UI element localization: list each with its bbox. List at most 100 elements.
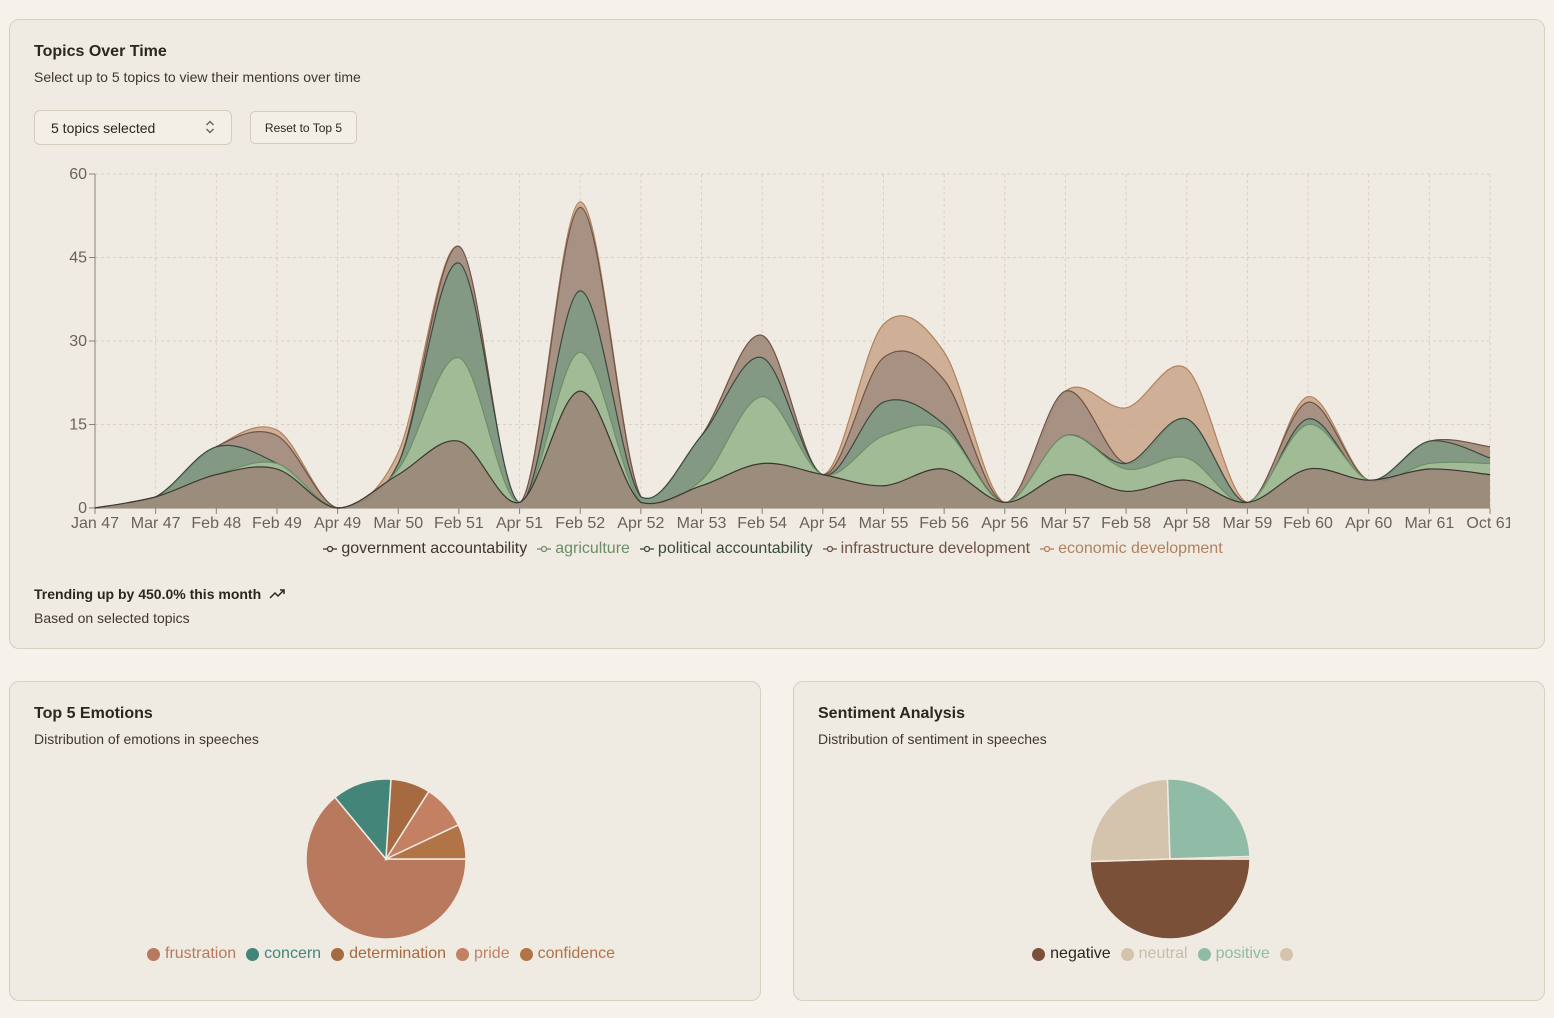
legend-label: economic development [1058,540,1223,557]
legend-label: agriculture [555,540,630,557]
legend-label: confidence [537,945,615,962]
legend-item-infrastructure-development: infrastructure development [822,540,1031,558]
chevron-up-down-icon [206,120,214,134]
legend-dot-icon [1032,947,1046,961]
x-tick-label: Feb 48 [191,515,241,532]
area-government-accountability [95,391,1490,508]
x-tick-label: Feb 52 [555,515,605,532]
card-subtitle: Distribution of emotions in speeches [34,731,259,747]
x-tick-label: Apr 60 [1345,515,1392,532]
emotions-legend: frustration concern determination pride conf… [10,945,762,963]
legend-label: concern [264,945,322,962]
legend-item-concern: concern [246,945,321,963]
legend-dot-icon [1120,947,1134,961]
legend-dot-icon [519,947,533,961]
x-tick-label: Mar 55 [859,515,909,532]
x-tick-label: Mar 47 [131,515,181,532]
sentiment-analysis-card: Sentiment Analysis Distribution of senti… [793,681,1545,1001]
legend-label: positive [1215,945,1270,962]
x-tick-label: Feb 60 [1283,515,1333,532]
emotions-pie-chart [305,778,467,940]
line-marker-icon [537,545,552,553]
pie-slice-unlabeled [1169,855,1251,860]
x-tick-label: Feb 51 [434,515,484,532]
pie-slice-positive [1166,778,1251,860]
x-tick-label: Jan 47 [71,515,119,532]
legend-label: pride [474,945,510,962]
legend-item-negative: negative [1032,945,1111,963]
trend-subtext: Based on selected topics [34,610,190,626]
legend-item-neutral: neutral [1120,945,1188,963]
legend-item-political-accountability: political accountability [639,540,813,558]
x-tick-label: Apr 51 [496,515,543,532]
legend-dot-icon [246,947,260,961]
line-marker-icon [1040,545,1055,553]
x-tick-label: Apr 58 [1163,515,1210,532]
x-tick-label: Mar 50 [373,515,423,532]
topics-area-chart: 0 15 30 45 60 Jan 47 Mar 47 Feb 48 Feb 49 Apr 49 M… [69,166,1510,532]
x-tick-label: Mar 61 [1404,515,1454,532]
line-marker-icon [639,545,654,553]
trend-text: Trending up by 450.0% this month [34,586,262,602]
x-tick-label: Feb 54 [737,515,787,532]
legend-label: infrastructure development [840,540,1031,557]
x-tick-label: Oct 61 [1466,515,1510,532]
legend-item-pride: pride [456,945,510,963]
legend-dot-icon [456,947,470,961]
card-subtitle: Select up to 5 topics to view their ment… [34,69,361,85]
x-tick-label: Apr 52 [617,515,664,532]
card-title: Sentiment Analysis [818,705,966,722]
line-government-accountability [94,390,1491,509]
legend-label: neutral [1138,945,1188,962]
legend-dot-icon [331,947,345,961]
legend-label: government accountability [341,540,528,557]
legend-item-agriculture: agriculture [537,540,630,558]
pie-slice-confidence [385,823,467,860]
legend-dot-icon [1279,947,1293,961]
pie-slice-frustration [305,796,467,940]
select-label: 5 topics selected [51,119,156,136]
x-tick-label: Feb 58 [1101,515,1151,532]
y-tick-label: 45 [69,250,87,267]
trending-up-icon [269,589,285,599]
x-tick-label: Mar 53 [677,515,727,532]
y-tick-label: 15 [69,417,87,434]
legend-label: political accountability [657,540,813,557]
legend-label: determination [349,945,447,962]
x-tick-label: Mar 57 [1041,515,1091,532]
legend-label: negative [1050,945,1111,962]
pie-slice-neutral [1089,778,1171,863]
sentiment-pie-chart [1089,778,1251,940]
legend-item-determination: determination [331,945,446,963]
topics-legend: government accountability agriculture poli… [10,540,1546,558]
y-tick-label: 30 [69,333,87,350]
sentiment-legend: negative neutral positive [794,945,1546,963]
x-tick-label: Apr 54 [799,515,846,532]
top-emotions-card: Top 5 Emotions Distribution of emotions … [9,681,761,1001]
pie-slice-negative [1089,858,1251,940]
line-marker-icon [323,545,338,553]
legend-dot-icon [1197,947,1211,961]
y-tick-label: 60 [69,166,87,183]
x-tick-label: Apr 56 [981,515,1028,532]
x-tick-label: Apr 49 [314,515,361,532]
legend-item-frustration: frustration [147,945,236,963]
x-tick-label: Feb 56 [919,515,969,532]
card-title: Top 5 Emotions [34,705,153,722]
legend-dot-icon [147,947,160,961]
x-tick-label: Mar 59 [1222,515,1272,532]
legend-item-economic-development: economic development [1040,540,1223,558]
x-tick-label: Feb 49 [252,515,302,532]
legend-item-unlabeled [1279,947,1298,961]
legend-item-confidence: confidence [519,945,615,963]
y-tick-label: 0 [78,500,87,517]
reset-top5-button[interactable]: Reset to Top 5 [250,111,357,144]
legend-item-positive: positive [1197,945,1270,963]
line-marker-icon [822,545,837,553]
card-title: Topics Over Time [34,43,167,60]
pie-slice-concern [333,778,392,861]
card-subtitle: Distribution of sentiment in speeches [818,731,1047,747]
topics-select[interactable]: 5 topics selected [34,110,232,145]
legend-item-government-accountability: government accountability [323,540,527,558]
topics-over-time-card: Topics Over Time Select up to 5 topics t… [9,19,1545,649]
